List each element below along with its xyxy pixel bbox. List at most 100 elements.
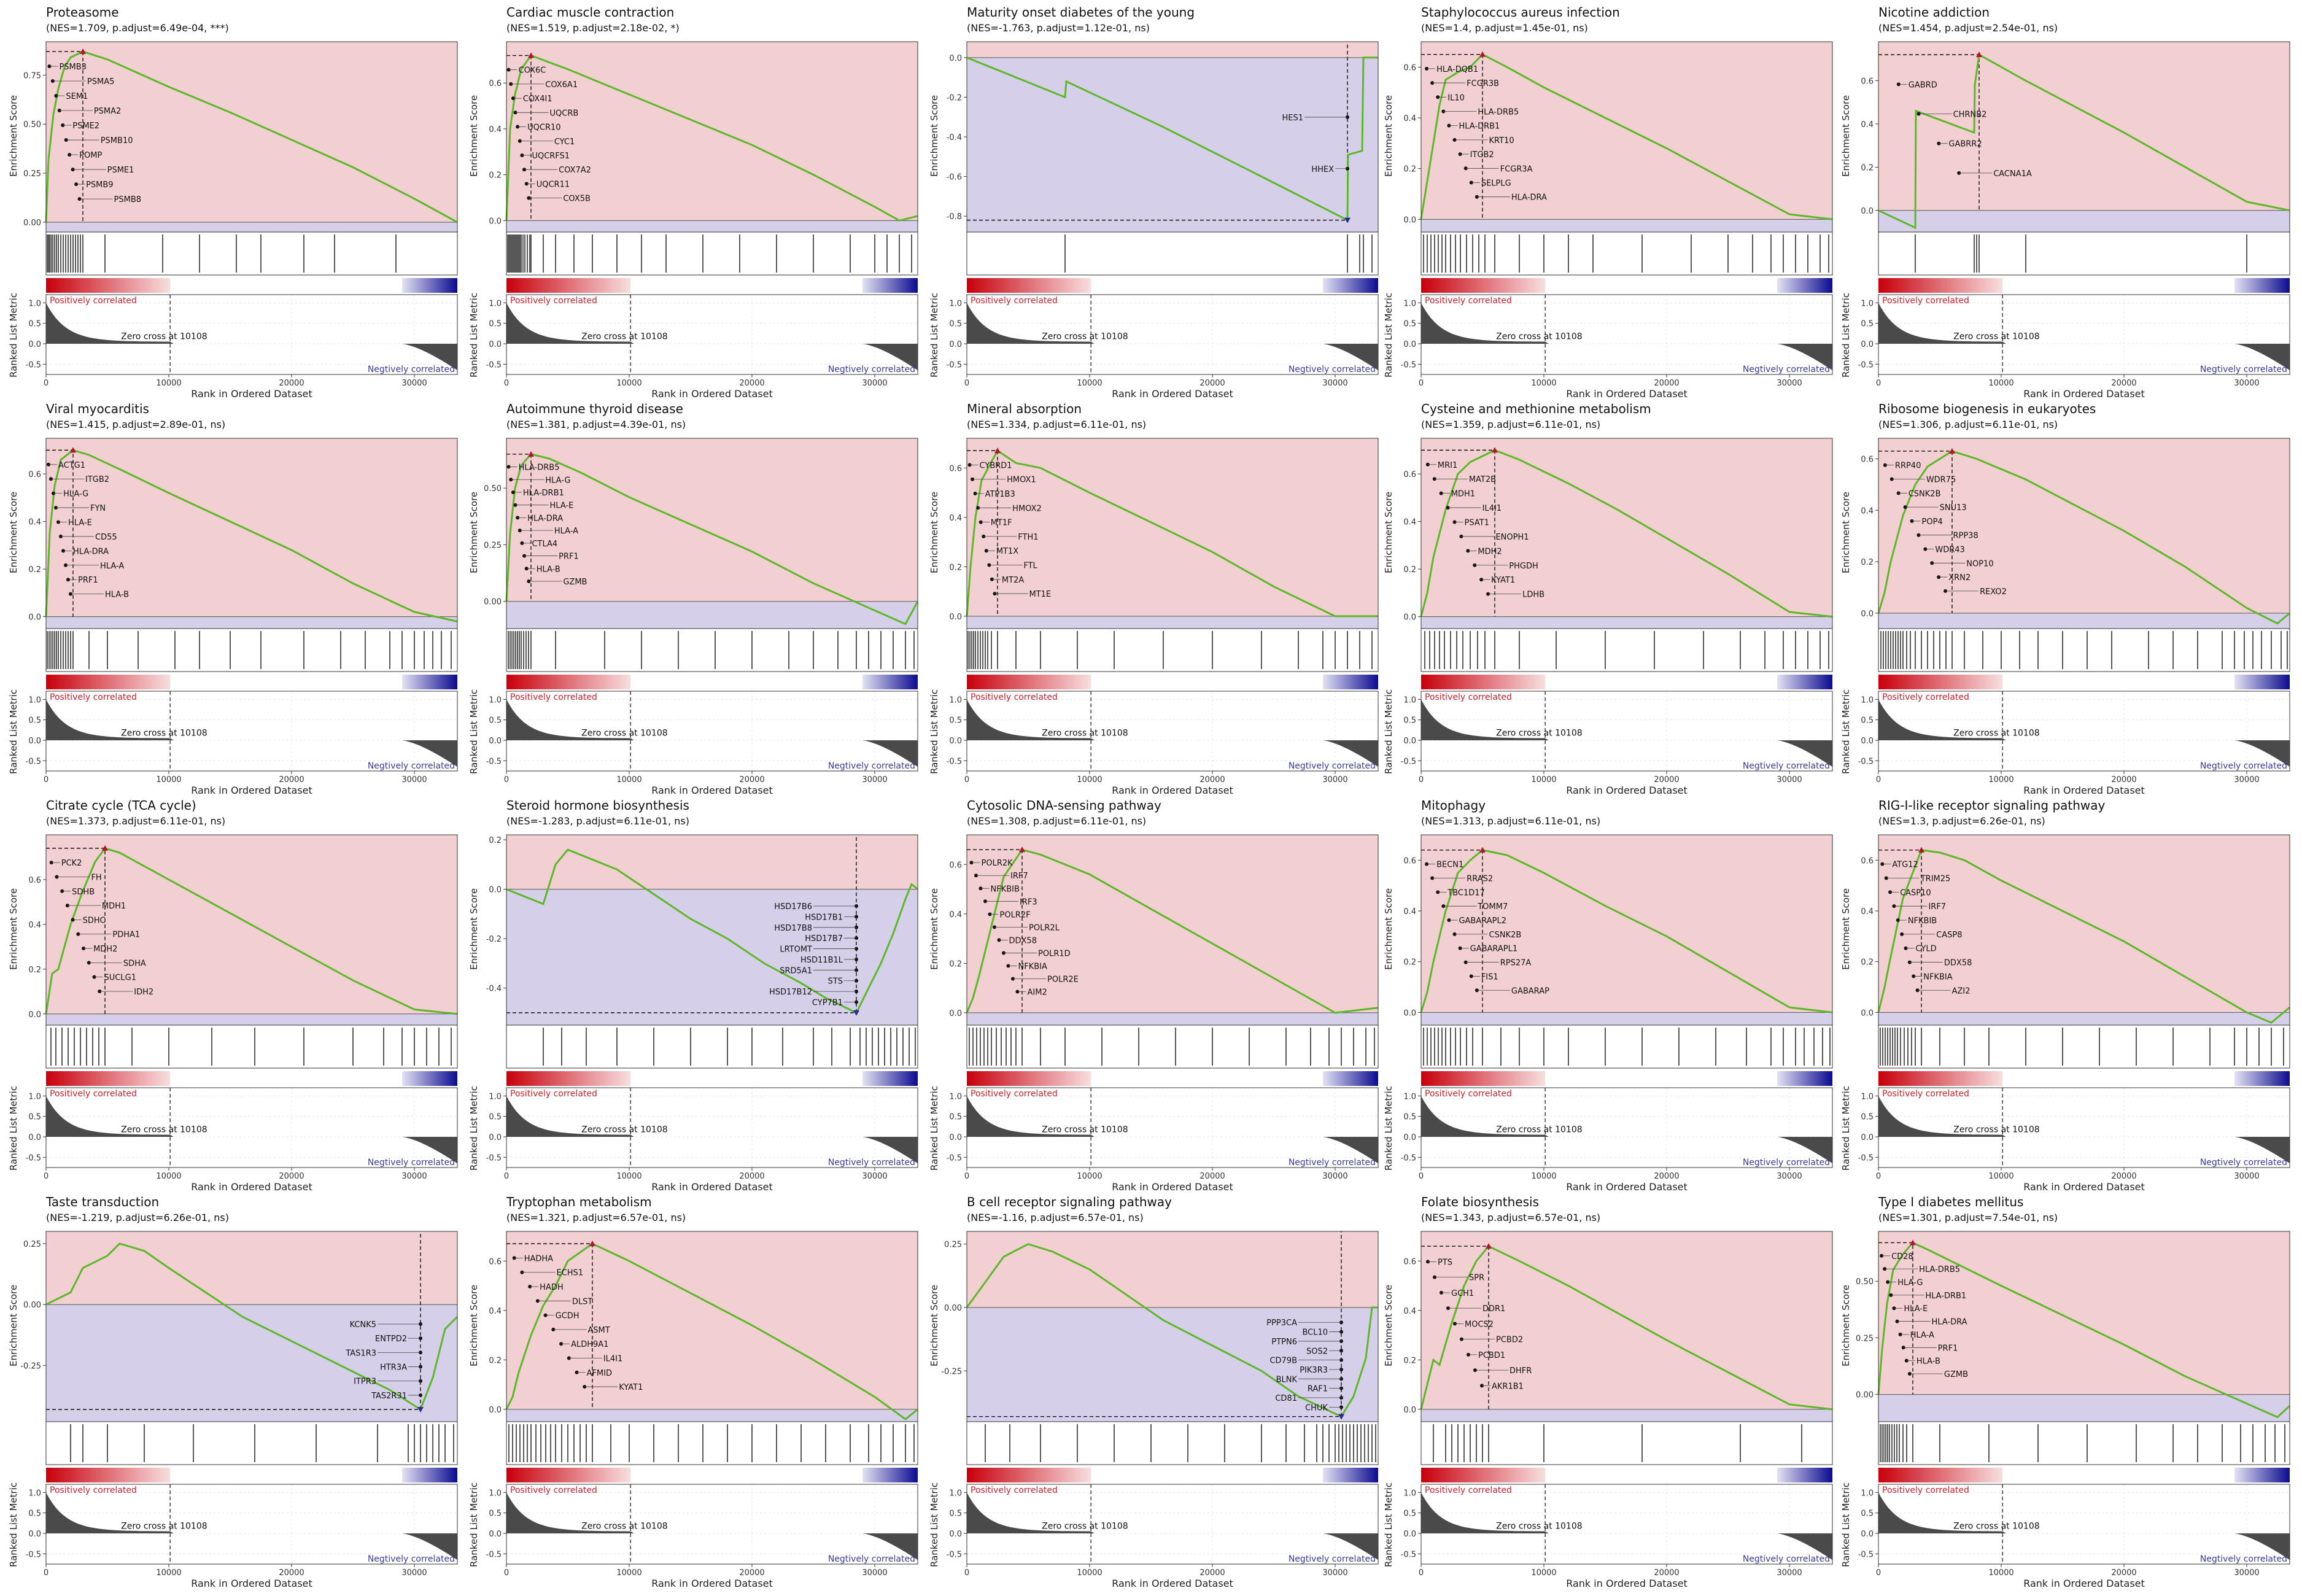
- x-tick-label: 20000: [2111, 379, 2136, 388]
- panel-title: Proteasome: [46, 5, 119, 20]
- gene-label: HSD11B1L: [800, 956, 843, 965]
- gene-label: HHEX: [1311, 165, 1334, 174]
- y-tick-label: 0.50: [484, 484, 502, 494]
- peak-guide: [1878, 451, 1953, 613]
- hits-frame: [966, 1421, 1379, 1465]
- gene-label: GCDH: [556, 1312, 579, 1321]
- negative-gradient: [2234, 675, 2290, 689]
- gene-label: CYBRD1: [980, 461, 1012, 470]
- y-axis-label-es: Enrichment Score: [1383, 1284, 1394, 1366]
- peak-marker: [1486, 1243, 1492, 1249]
- gene-label: KCNK5: [350, 1320, 376, 1330]
- gene-label: SDHB: [72, 888, 95, 897]
- gene-label: WDR43: [1935, 545, 1964, 554]
- x-tick-label: 30000: [401, 1568, 427, 1578]
- y-tick-label: 1.0: [489, 1489, 502, 1498]
- gene-label: ASMT: [587, 1326, 610, 1335]
- zero-cross-label: Zero cross at 10108: [121, 332, 207, 342]
- zero-cross-label: Zero cross at 10108: [121, 729, 207, 738]
- y-tick-label: 1.0: [1861, 695, 1874, 705]
- negative-region: [1421, 1409, 1832, 1422]
- gene-label: HLA-G: [545, 476, 570, 485]
- gene-label: CD28: [1891, 1252, 1913, 1261]
- y-tick-label: 0.6: [1403, 63, 1416, 72]
- y-tick-label: 1.0: [28, 1489, 41, 1498]
- x-tick-label: 0: [1419, 775, 1424, 784]
- gene-label: ITGB2: [85, 475, 109, 484]
- running-es-line: [1877, 1241, 2291, 1419]
- gene-point: [1889, 1293, 1893, 1297]
- x-tick-label: 20000: [739, 1568, 764, 1578]
- peak-marker: [528, 451, 534, 457]
- x-axis-label: Rank in Ordered Dataset: [191, 1578, 312, 1589]
- y-axis-label-rank: Ranked List Metric: [929, 689, 940, 774]
- negative-region: [1421, 219, 1832, 232]
- y-tick-label: 0.5: [949, 1113, 962, 1122]
- hits-frame: [966, 1025, 1379, 1069]
- gene-hit-rug: [1420, 1025, 1833, 1069]
- correlation-gradient: [1878, 675, 2290, 689]
- panel-title: Nicotine addiction: [1878, 5, 1990, 20]
- positive-label: Positively correlated: [510, 296, 597, 306]
- rank-frame: [966, 1087, 1379, 1168]
- positive-gradient: [967, 675, 1091, 689]
- y-axis-label-rank: Ranked List Metric: [1840, 689, 1851, 774]
- positive-region: [1878, 835, 2290, 1013]
- ranked-metric-area: [967, 1492, 1378, 1560]
- gene-label: ACTG1: [58, 461, 85, 470]
- panel-subtitle: (NES=1.343, p.adjust=6.57e-01, ns): [1421, 1212, 1601, 1223]
- y-tick-label: 0.5: [489, 1113, 502, 1122]
- panel-title: Ribosome biogenesis in eukaryotes: [1878, 401, 2096, 416]
- x-axis-label: Rank in Ordered Dataset: [651, 784, 773, 796]
- running-es-line: [966, 449, 1378, 618]
- positive-region: [967, 42, 1378, 58]
- gene-label: CYC1: [554, 138, 575, 147]
- gsea-panel: B cell receptor signaling pathway (NES=-1…: [929, 1195, 1384, 1589]
- y-tick-label: 0.2: [28, 565, 41, 575]
- x-tick-label: 0: [44, 1568, 48, 1578]
- gsea-panel: Mitophagy (NES=1.313, p.adjust=6.11e-01, …: [1383, 798, 1839, 1193]
- hits-frame: [1878, 1025, 2290, 1069]
- gene-point: [49, 861, 53, 865]
- negative-label: Negtively correlated: [1743, 1158, 1830, 1168]
- panel-subtitle: (NES=1.321, p.adjust=6.57e-01, ns): [506, 1212, 686, 1223]
- y-axis-label-rank: Ranked List Metric: [1840, 1482, 1851, 1567]
- y-axis-label-es: Enrichment Score: [8, 888, 19, 970]
- negative-gradient: [862, 278, 918, 293]
- gene-label: ALDH9A1: [571, 1340, 608, 1349]
- panel-subtitle: (NES=-1.763, p.adjust=1.12e-01, ns): [967, 22, 1150, 34]
- panel-subtitle: (NES=-1.283, p.adjust=6.11e-01, ns): [506, 815, 689, 827]
- correlation-gradient: [1421, 278, 1832, 293]
- gene-point: [1895, 1319, 1899, 1323]
- gene-point: [47, 64, 52, 68]
- gene-label: STS: [828, 977, 843, 986]
- rank-frame: [1420, 1484, 1833, 1565]
- negative-region: [1878, 1394, 2290, 1422]
- gene-hit-rug: [966, 231, 1379, 276]
- gene-hit-rug: [1420, 628, 1833, 672]
- gene-label: GABRR2: [1948, 140, 1982, 149]
- gene-label: MDH2: [93, 945, 117, 954]
- gene-label: KYAT1: [1491, 576, 1515, 585]
- gene-label: MAT2B: [1469, 475, 1496, 484]
- gene-label: HSD17B6: [774, 902, 812, 912]
- negative-gradient: [862, 675, 918, 689]
- y-tick-label: 0.4: [489, 125, 502, 134]
- y-tick-label: 1.0: [489, 1092, 502, 1101]
- x-tick-label: 0: [964, 1568, 969, 1578]
- gene-label: TOMM7: [1477, 902, 1508, 912]
- y-tick-label: 0.4: [1861, 120, 1874, 130]
- x-tick-label: 10000: [616, 1172, 641, 1181]
- ranked-list-plot: Positively correlated Negtively correlate…: [1401, 691, 1833, 784]
- y-tick-label: 0.5: [1403, 320, 1416, 329]
- y-tick-label: -0.5: [26, 1550, 41, 1559]
- zero-cross-label: Zero cross at 10108: [1042, 1125, 1128, 1135]
- gene-label: PIK3R3: [1300, 1366, 1328, 1375]
- y-tick-label: 1.0: [1861, 1092, 1874, 1101]
- correlation-gradient: [967, 675, 1378, 689]
- positive-region: [506, 438, 918, 602]
- hits-frame: [966, 628, 1379, 672]
- x-tick-label: 30000: [2234, 1568, 2259, 1578]
- y-axis-label-rank: Ranked List Metric: [8, 1085, 19, 1171]
